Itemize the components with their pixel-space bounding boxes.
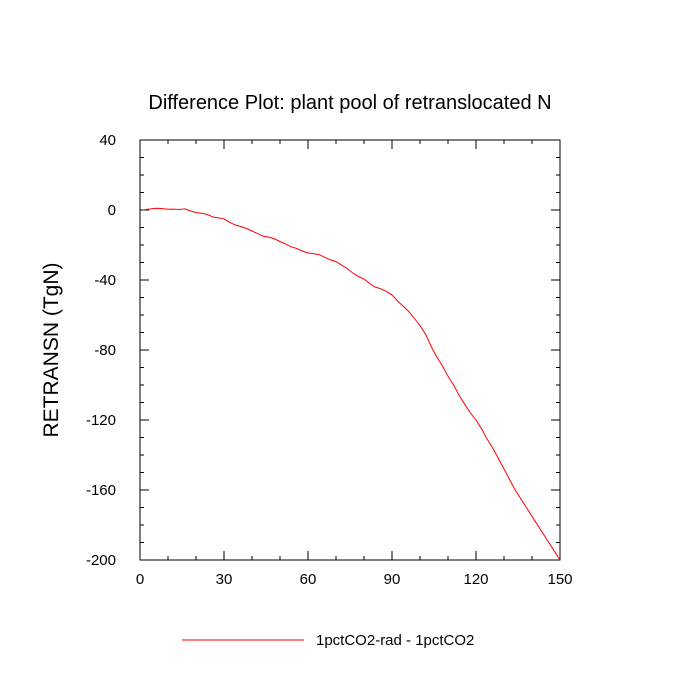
x-tick-label: 0 — [136, 571, 144, 588]
x-tick-label: 60 — [300, 571, 317, 588]
y-tick-label: -200 — [86, 552, 116, 569]
x-tick-label: 150 — [547, 571, 572, 588]
y-tick-label: 40 — [99, 132, 116, 149]
x-tick-labels: 0 30 60 90 120 150 — [136, 571, 573, 588]
y-tick-label: -120 — [86, 412, 116, 429]
x-tick-label: 90 — [384, 571, 401, 588]
legend-label: 1pctCO2-rad - 1pctCO2 — [316, 632, 474, 649]
chart-title: Difference Plot: plant pool of retranslo… — [148, 92, 551, 114]
y-tick-label: -40 — [94, 272, 116, 289]
y-tick-label: -160 — [86, 482, 116, 499]
x-tick-label: 120 — [463, 571, 488, 588]
y-axis-label: RETRANSN (TgN) — [40, 262, 63, 437]
x-tick-label: 30 — [216, 571, 233, 588]
legend: 1pctCO2-rad - 1pctCO2 — [182, 632, 474, 649]
axis-ticks — [139, 139, 561, 561]
y-tick-labels: 40 0 -40 -80 -120 -160 -200 — [86, 132, 116, 569]
series-layer — [142, 207, 561, 561]
y-tick-label: -80 — [94, 342, 116, 359]
y-tick-label: 0 — [108, 202, 116, 219]
plot-frame — [139, 139, 561, 561]
series-line — [142, 207, 561, 561]
